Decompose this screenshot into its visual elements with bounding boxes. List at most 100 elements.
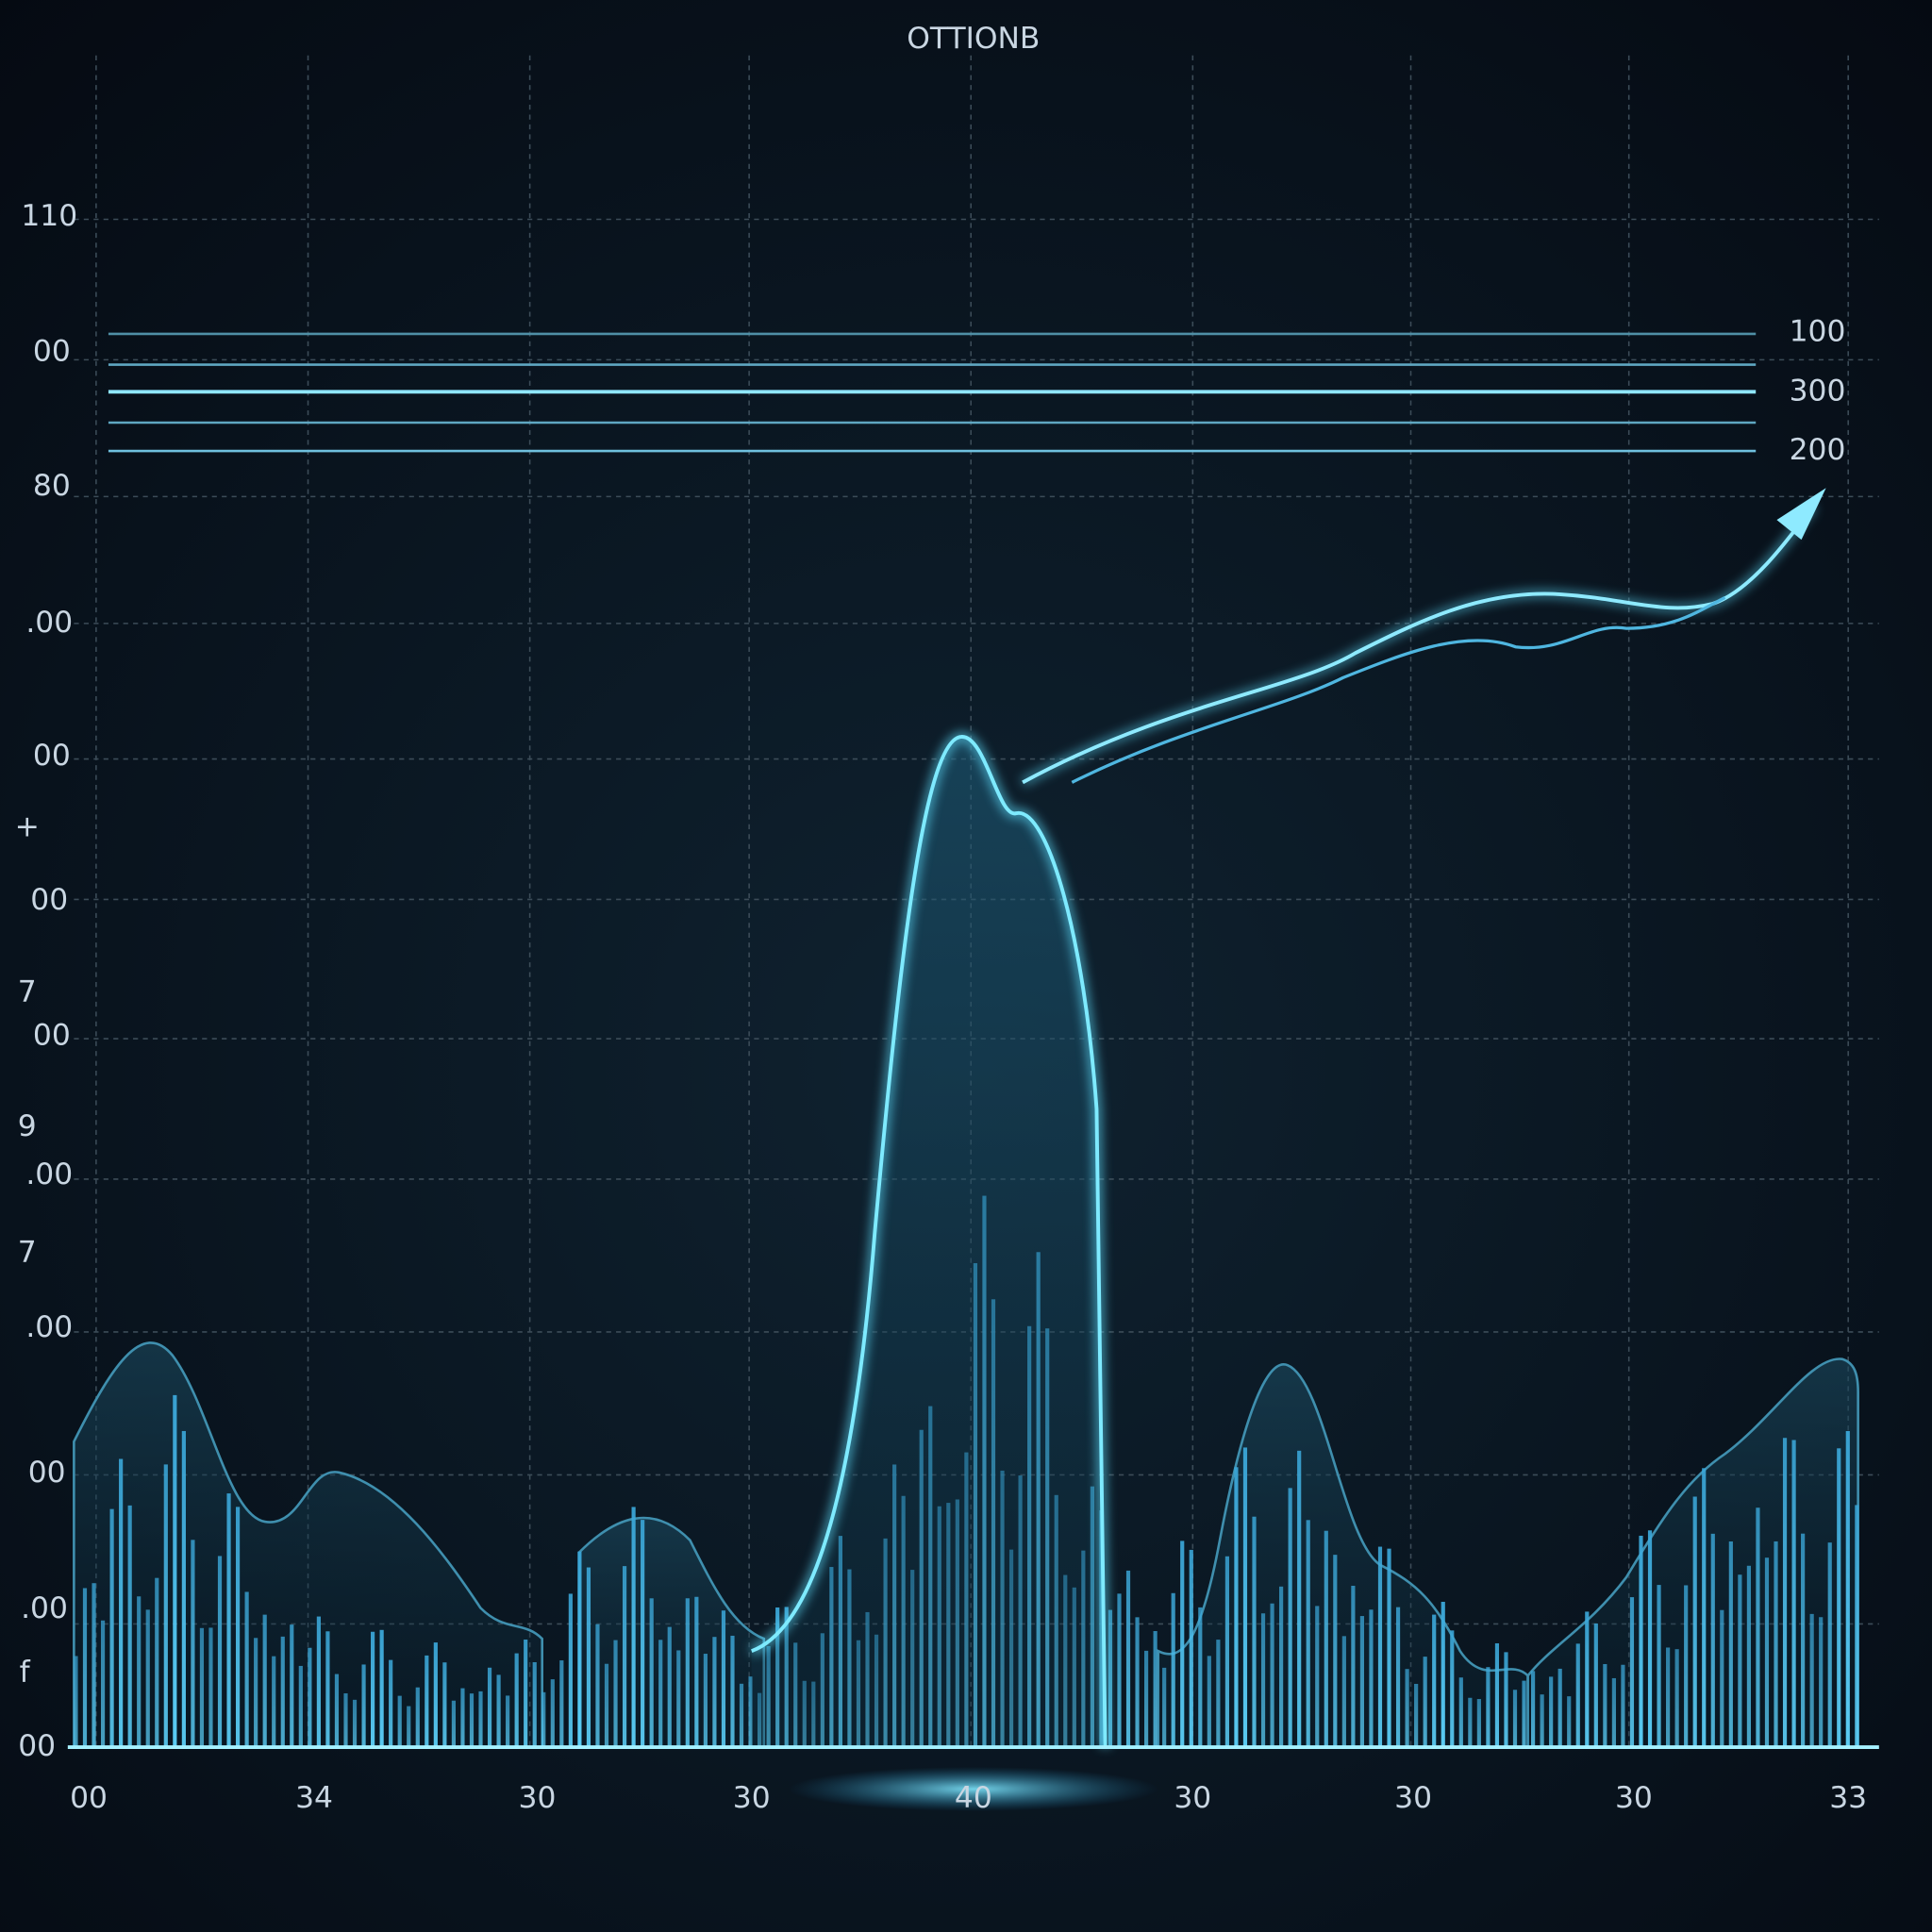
x-axis-label: 40 <box>955 1781 992 1815</box>
bar <box>298 1665 303 1748</box>
bar <box>703 1654 708 1748</box>
bar <box>145 1609 150 1748</box>
bar <box>1611 1677 1616 1748</box>
bar <box>532 1661 537 1748</box>
bar <box>379 1629 384 1748</box>
bar <box>1476 1699 1481 1748</box>
chart-title: OTTIONB <box>907 22 1040 56</box>
bar <box>1279 1586 1284 1748</box>
bar <box>604 1663 609 1748</box>
bar <box>1809 1613 1814 1748</box>
bar <box>622 1566 627 1748</box>
bar <box>550 1679 555 1748</box>
bar <box>1530 1671 1536 1748</box>
bar <box>1819 1617 1824 1748</box>
bar <box>1774 1541 1778 1748</box>
bar <box>1486 1667 1491 1748</box>
bar <box>325 1631 330 1748</box>
x-axis-label: 30 <box>1394 1781 1432 1815</box>
bar <box>407 1706 411 1748</box>
bar <box>1432 1614 1437 1748</box>
arrowhead <box>1776 488 1826 541</box>
bar <box>1629 1597 1635 1748</box>
bar <box>1684 1585 1689 1748</box>
bar <box>1252 1516 1257 1748</box>
bar <box>1603 1663 1607 1748</box>
y-axis-label: 00 <box>28 1456 66 1490</box>
bar <box>1855 1505 1859 1748</box>
bar <box>389 1659 393 1748</box>
y-axis-label: 00 <box>33 1018 71 1052</box>
x-axis-label: 33 <box>1829 1781 1867 1815</box>
bar <box>487 1667 492 1748</box>
bar <box>1450 1630 1455 1748</box>
bar <box>163 1464 168 1748</box>
right-label: 100 <box>1790 315 1846 349</box>
bar <box>1198 1607 1203 1748</box>
x-axis-label: 30 <box>1615 1781 1653 1815</box>
bar <box>1135 1617 1140 1748</box>
trend-line <box>1071 596 1726 784</box>
bar <box>1782 1438 1788 1748</box>
bar <box>1359 1616 1365 1748</box>
bar <box>658 1640 663 1748</box>
bar <box>442 1662 447 1748</box>
bar <box>1125 1570 1131 1748</box>
right-label: 300 <box>1790 374 1846 408</box>
bar <box>667 1626 672 1748</box>
y-axis-label: 00 <box>33 739 71 773</box>
bar <box>1234 1467 1239 1748</box>
bar <box>1639 1535 1643 1748</box>
bar <box>1702 1468 1707 1748</box>
bar <box>272 1656 276 1748</box>
bar <box>226 1493 231 1748</box>
bar <box>1720 1609 1724 1748</box>
bar <box>478 1690 483 1748</box>
bar <box>137 1596 142 1748</box>
bar <box>1494 1642 1500 1748</box>
bar <box>127 1505 132 1748</box>
y-axis-label: .00 <box>25 1310 73 1344</box>
bar <box>425 1655 429 1748</box>
bar <box>721 1610 726 1748</box>
bar <box>1738 1574 1742 1748</box>
bar <box>541 1691 546 1748</box>
bar <box>1756 1507 1760 1748</box>
bar <box>1575 1643 1580 1748</box>
bar <box>649 1598 654 1748</box>
bar <box>1395 1607 1401 1748</box>
bar <box>1260 1613 1266 1748</box>
peak-line <box>751 735 1108 1748</box>
bar <box>1540 1694 1544 1748</box>
bar <box>1441 1601 1445 1748</box>
bar <box>1746 1565 1751 1748</box>
bar <box>1512 1690 1518 1748</box>
y-axis-label: + <box>15 810 40 844</box>
bar <box>199 1627 205 1748</box>
bar <box>1666 1647 1671 1748</box>
bar <box>1306 1520 1310 1748</box>
bar <box>262 1614 267 1748</box>
trend <box>1020 488 1826 787</box>
bar <box>433 1642 438 1748</box>
bar <box>155 1577 159 1748</box>
bar <box>181 1430 186 1748</box>
bar <box>1224 1556 1229 1748</box>
bar <box>1288 1488 1292 1748</box>
bar <box>74 1656 78 1748</box>
bar <box>308 1647 312 1748</box>
bar <box>371 1631 375 1748</box>
bar <box>1341 1636 1346 1748</box>
labels: 1100080.0000+007009.007.0000.00f00100300… <box>15 199 1868 1815</box>
bar <box>1423 1657 1427 1748</box>
bar <box>1162 1667 1167 1748</box>
y-axis-label: 9 <box>18 1109 37 1143</box>
bar <box>1387 1548 1391 1748</box>
y-axis-label: f <box>20 1656 31 1690</box>
bar <box>1827 1542 1832 1748</box>
bar <box>100 1620 106 1748</box>
bar <box>506 1695 510 1748</box>
bar <box>613 1640 618 1748</box>
bar <box>1180 1541 1185 1748</box>
